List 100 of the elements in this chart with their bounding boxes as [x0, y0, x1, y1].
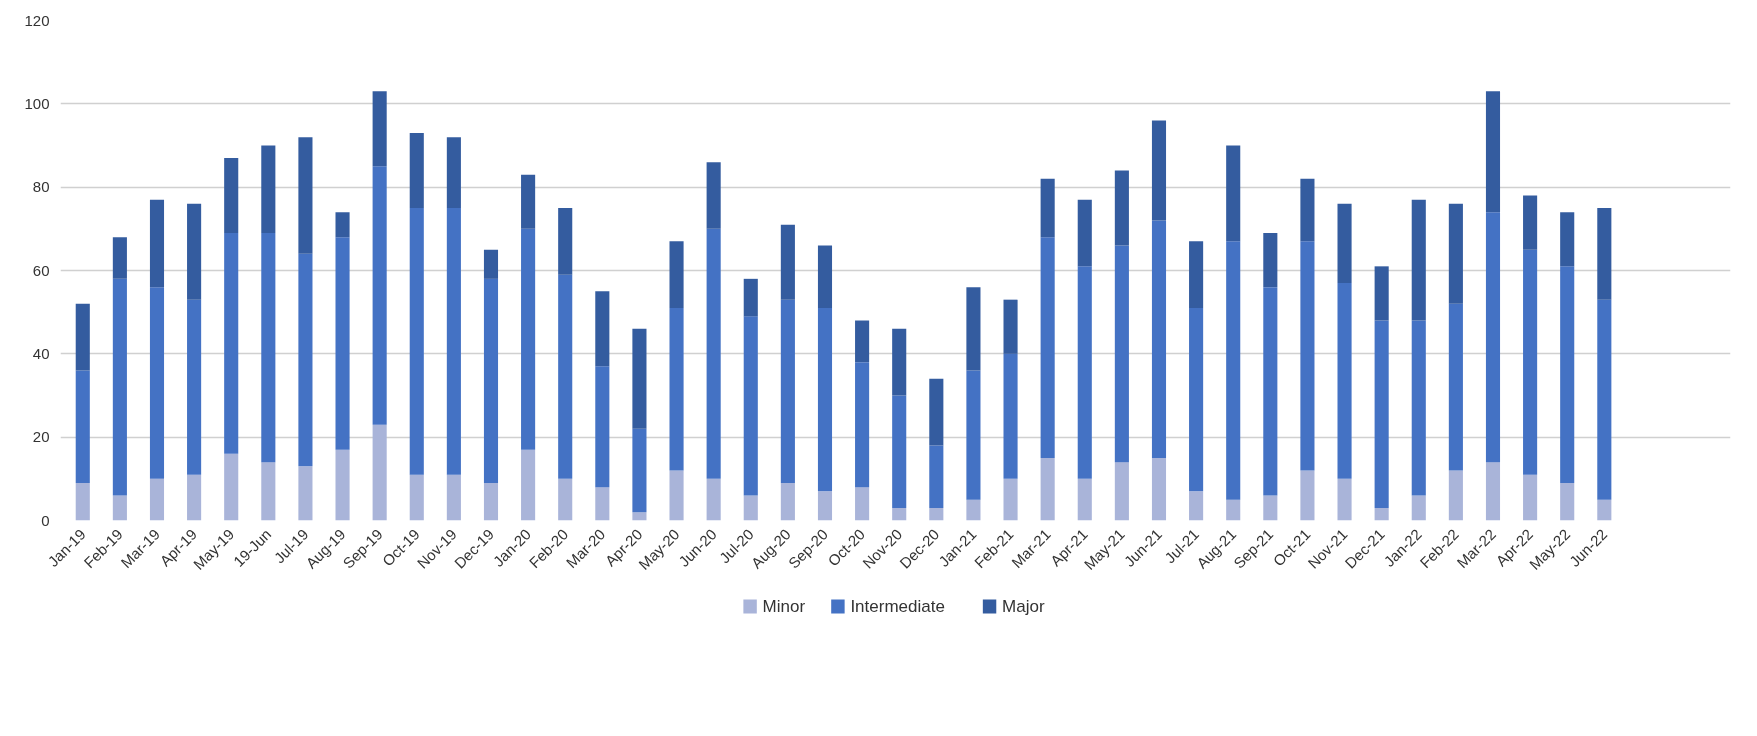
bar — [1040, 237, 1055, 458]
y-tick-label: 40 — [32, 344, 50, 362]
bar — [521, 449, 536, 521]
bar — [892, 508, 907, 521]
bar — [483, 249, 499, 279]
bar — [966, 499, 981, 521]
bar — [706, 162, 721, 229]
bar — [335, 212, 350, 238]
bar — [483, 278, 499, 483]
bar — [1597, 299, 1612, 500]
bar — [817, 491, 833, 521]
bar — [1374, 508, 1389, 521]
y-tick-label: 0 — [41, 511, 50, 529]
bar — [966, 287, 981, 371]
bar — [632, 328, 647, 429]
bar — [335, 237, 350, 450]
bar — [929, 445, 944, 508]
bar — [817, 308, 833, 492]
bar — [1114, 462, 1129, 521]
y-tick-label: 80 — [32, 178, 50, 196]
bar — [1226, 145, 1241, 242]
bar — [372, 424, 387, 521]
bar — [1560, 212, 1575, 267]
y-tick-label: 100 — [24, 94, 50, 112]
bar — [1077, 199, 1092, 267]
bar — [149, 287, 165, 479]
bar — [372, 91, 387, 167]
bar — [1003, 478, 1018, 521]
bar — [1263, 495, 1278, 521]
bar — [1411, 495, 1426, 521]
bar — [1003, 353, 1018, 479]
legend-label: Major — [1002, 597, 1045, 616]
bar — [261, 145, 276, 233]
bar — [112, 278, 127, 496]
y-tick-label: 120 — [24, 11, 50, 29]
bar — [1300, 470, 1315, 521]
bar — [372, 166, 387, 425]
bar — [780, 224, 795, 300]
bar — [521, 174, 536, 229]
bar — [1003, 299, 1018, 354]
bar — [1263, 233, 1278, 288]
bar — [558, 274, 573, 479]
bar — [261, 233, 276, 463]
bar — [817, 245, 833, 308]
bar — [1151, 458, 1167, 521]
bar — [1597, 208, 1612, 300]
bar — [409, 208, 424, 475]
bar — [1485, 212, 1501, 463]
bar — [1040, 458, 1055, 521]
bar — [1300, 178, 1315, 242]
bar — [1560, 483, 1575, 521]
bar — [1151, 120, 1167, 221]
bar — [298, 253, 313, 467]
bar — [1263, 287, 1278, 496]
bar — [706, 228, 721, 479]
bar — [558, 478, 573, 521]
bar — [1189, 241, 1204, 308]
bar — [224, 233, 239, 454]
bar — [1411, 320, 1426, 496]
bar — [892, 395, 907, 508]
bar — [780, 483, 795, 521]
bar — [1226, 241, 1241, 500]
bar — [669, 308, 684, 471]
bar — [446, 137, 461, 208]
bar — [261, 462, 276, 521]
bar — [335, 449, 350, 521]
bar — [1337, 478, 1352, 521]
bar — [224, 158, 239, 233]
bar — [1597, 499, 1612, 521]
bar — [929, 378, 944, 446]
bar — [892, 328, 907, 396]
bar — [446, 208, 461, 475]
legend-label: Intermediate — [850, 597, 945, 616]
bar — [1189, 491, 1204, 521]
bar — [149, 199, 165, 288]
bar — [1077, 478, 1092, 521]
bar — [1374, 266, 1389, 321]
bar — [75, 483, 90, 521]
y-tick-label: 20 — [32, 428, 50, 446]
bar — [112, 495, 127, 521]
bar — [483, 483, 499, 521]
bar — [224, 453, 239, 521]
bar — [1448, 470, 1463, 521]
bar — [595, 366, 610, 488]
bar — [187, 203, 202, 300]
y-tick-label: 60 — [32, 261, 50, 279]
bar — [1337, 283, 1352, 479]
bar — [298, 137, 313, 254]
bar — [743, 278, 758, 317]
bar — [1151, 220, 1167, 458]
bar — [855, 320, 870, 363]
bar — [75, 303, 90, 371]
bar — [743, 495, 758, 521]
bar — [521, 228, 536, 450]
bar — [187, 474, 202, 521]
bar — [409, 474, 424, 521]
bar — [929, 508, 944, 521]
bar — [1077, 266, 1092, 479]
bar — [112, 237, 127, 279]
bar — [1226, 499, 1241, 521]
